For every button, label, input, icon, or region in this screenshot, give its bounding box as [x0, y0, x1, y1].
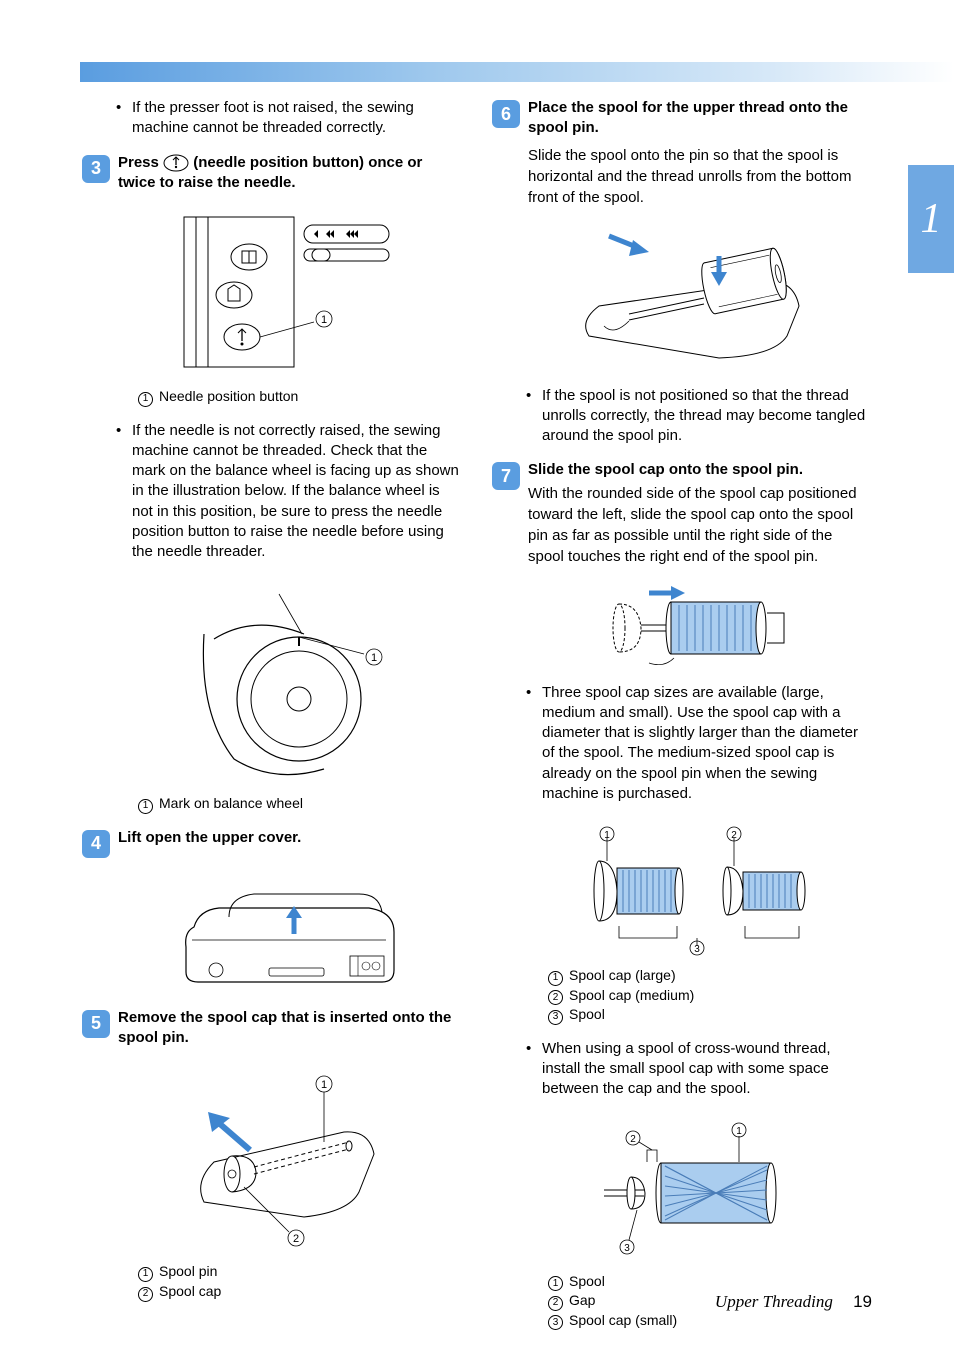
svg-text:3: 3 [694, 944, 700, 955]
footer-section: Upper Threading [715, 1292, 833, 1311]
step-6-bullet: • If the spool is not positioned so that… [526, 386, 870, 447]
step-6-title: Place the spool for the upper thread ont… [528, 98, 870, 139]
legend-cap-sizes: 1 Spool cap (large) 2 Spool cap (medium) 3… [548, 966, 870, 1025]
legend-item: 1 Mark on balance wheel [138, 794, 460, 814]
svg-text:1: 1 [321, 1079, 327, 1091]
step-6-body: Slide the spool onto the pin so that the… [528, 145, 870, 208]
legend-needle-button: 1 Needle position button [138, 387, 460, 407]
figure-remove-spool-cap: 1 2 [118, 1062, 460, 1252]
svg-text:1: 1 [371, 652, 377, 664]
step-3-bullet: • If the needle is not correctly raised,… [116, 421, 460, 563]
svg-text:1: 1 [736, 1126, 742, 1137]
legend-balance-wheel: 1 Mark on balance wheel [138, 794, 460, 814]
intro-bullet: • If the presser foot is not raised, the… [116, 98, 460, 139]
bullet-dot: • [526, 683, 542, 805]
legend-item: 1 Spool cap (large) [548, 966, 870, 986]
chapter-side-tab: 1 [908, 165, 954, 273]
figure-upper-cover [118, 872, 460, 992]
step-7-body: With the rounded side of the spool cap p… [528, 483, 870, 567]
circled-1-icon: 1 [138, 1267, 153, 1282]
step-7-title: Slide the spool cap onto the spool pin. [528, 460, 870, 480]
bullet-dot: • [526, 386, 542, 447]
legend-item: 3 Spool [548, 1005, 870, 1025]
circled-2-icon: 2 [138, 1287, 153, 1302]
circled-2-icon: 2 [548, 990, 563, 1005]
figure-cross-wound: 1 2 3 [528, 1122, 870, 1262]
svg-text:2: 2 [731, 830, 737, 841]
page-footer: Upper Threading 19 [715, 1292, 872, 1312]
step-number-badge: 7 [492, 462, 520, 490]
legend-text: Gap [569, 1291, 595, 1311]
legend-text: Spool pin [159, 1262, 217, 1282]
figure-balance-wheel: 1 [118, 584, 460, 784]
circled-3-icon: 3 [548, 1315, 563, 1330]
legend-text: Spool [569, 1272, 605, 1292]
legend-spool-cap: 1 Spool pin 2 Spool cap [138, 1262, 460, 1301]
chapter-number: 1 [921, 195, 942, 243]
legend-text: Spool [569, 1005, 605, 1025]
step-6-bullet-text: If the spool is not positioned so that t… [542, 386, 870, 447]
legend-text: Spool cap (large) [569, 966, 676, 986]
legend-item: 1 Needle position button [138, 387, 460, 407]
bullet-dot: • [116, 421, 132, 563]
left-column: • If the presser foot is not raised, the… [82, 98, 460, 1344]
circled-1-icon: 1 [548, 1276, 563, 1291]
step-5-title: Remove the spool cap that is inserted on… [118, 1008, 460, 1049]
step-7-bullet-2-text: When using a spool of cross-wound thread… [542, 1039, 870, 1100]
figure-spool-cap-sizes: 1 2 3 [528, 826, 870, 956]
step-number-badge: 6 [492, 100, 520, 128]
step-7-bullet-1-text: Three spool cap sizes are available (lar… [542, 683, 870, 805]
circled-1-icon: 1 [548, 971, 563, 986]
step-7-bullet-1: • Three spool cap sizes are available (l… [526, 683, 870, 805]
legend-item: 1 Spool [548, 1272, 870, 1292]
needle-position-button-icon [163, 154, 189, 172]
right-column: 6 Place the spool for the upper thread o… [492, 98, 870, 1344]
step-3-title: Press (needle position button) once or t… [118, 153, 460, 194]
step-number-badge: 4 [82, 830, 110, 858]
step-number-badge: 5 [82, 1010, 110, 1038]
footer-page-number: 19 [853, 1292, 872, 1311]
step-3-bullet-text: If the needle is not correctly raised, t… [132, 421, 460, 563]
svg-text:2: 2 [293, 1233, 299, 1245]
legend-text: Needle position button [159, 387, 298, 407]
bullet-dot: • [526, 1039, 542, 1100]
step-number-badge: 3 [82, 155, 110, 183]
header-gradient-bar [80, 62, 954, 82]
figure-slide-cap [528, 583, 870, 673]
step-3-title-before: Press [118, 154, 163, 171]
circled-1-icon: 1 [138, 799, 153, 814]
legend-item: 2 Spool cap (medium) [548, 986, 870, 1006]
figure-needle-button: 1 [118, 207, 460, 377]
legend-item: 1 Spool pin [138, 1262, 460, 1282]
legend-text: Mark on balance wheel [159, 794, 303, 814]
circled-2-icon: 2 [548, 1296, 563, 1311]
svg-text:3: 3 [624, 1243, 630, 1254]
step-7: 7 Slide the spool cap onto the spool pin… [492, 460, 870, 566]
step-5: 5 Remove the spool cap that is inserted … [82, 1008, 460, 1049]
bullet-dot: • [116, 98, 132, 139]
circled-3-icon: 3 [548, 1010, 563, 1025]
legend-text: Spool cap (medium) [569, 986, 694, 1006]
circled-1-icon: 1 [138, 392, 153, 407]
legend-text: Spool cap (small) [569, 1311, 677, 1331]
legend-text: Spool cap [159, 1282, 221, 1302]
step-7-bullet-2: • When using a spool of cross-wound thre… [526, 1039, 870, 1100]
page-content: • If the presser foot is not raised, the… [82, 98, 872, 1344]
legend-item: 2 Spool cap [138, 1282, 460, 1302]
figure-place-spool [528, 226, 870, 376]
svg-text:1: 1 [604, 830, 610, 841]
legend-item: 3 Spool cap (small) [548, 1311, 870, 1331]
step-4-title: Lift open the upper cover. [118, 828, 301, 858]
svg-text:2: 2 [630, 1134, 636, 1145]
intro-bullet-text: If the presser foot is not raised, the s… [132, 98, 460, 139]
step-3: 3 Press (needle position button) once or… [82, 153, 460, 194]
step-4: 4 Lift open the upper cover. [82, 828, 460, 858]
svg-text:1: 1 [321, 314, 327, 326]
step-6: 6 Place the spool for the upper thread o… [492, 98, 870, 139]
